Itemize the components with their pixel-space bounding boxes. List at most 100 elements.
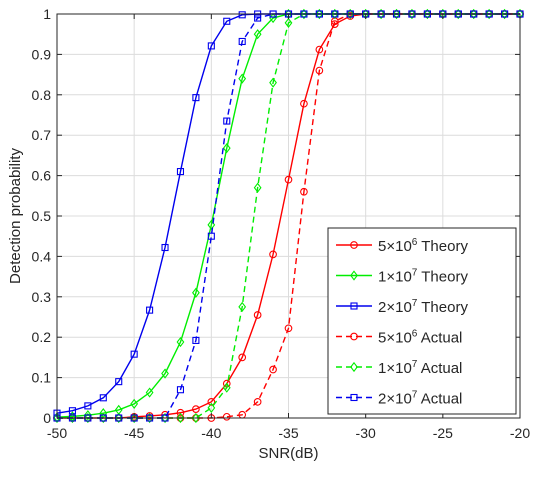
x-tick-label: -40 xyxy=(201,425,221,441)
series-line xyxy=(57,13,520,419)
data-point xyxy=(207,232,215,240)
data-point xyxy=(130,412,139,424)
data-point xyxy=(84,402,92,410)
data-point xyxy=(269,77,277,88)
data-point xyxy=(207,397,216,406)
data-point xyxy=(284,324,293,333)
data-point xyxy=(238,37,246,46)
data-point xyxy=(192,412,200,424)
data-point xyxy=(145,387,154,398)
data-point xyxy=(192,94,200,102)
data-point xyxy=(238,11,246,19)
data-point xyxy=(99,412,108,424)
legend-entry: 1×107 Actual xyxy=(336,359,462,377)
legend-entry: 5×106 Theory xyxy=(336,237,468,255)
y-tick-labels: 0 0.1 0.2 0.3 0.4 0.5 0.6 0.7 0.8 0.9 1 xyxy=(32,6,52,426)
data-point xyxy=(300,187,308,196)
data-point xyxy=(315,66,324,75)
legend-label: 5×106 Theory xyxy=(378,237,468,255)
data-point xyxy=(392,8,401,20)
legend-label: 1×107 Actual xyxy=(378,359,462,377)
data-point xyxy=(161,368,169,379)
data-point xyxy=(223,17,231,25)
axis-ticks xyxy=(56,13,521,419)
data-point xyxy=(253,182,262,193)
data-point xyxy=(284,175,293,184)
data-point xyxy=(222,382,231,393)
data-point xyxy=(99,408,108,419)
data-point xyxy=(207,402,216,414)
legend-swatch-marker xyxy=(350,393,358,402)
data-point xyxy=(253,311,262,319)
data-point xyxy=(485,8,494,20)
legend-swatch-marker xyxy=(350,302,358,310)
data-point xyxy=(284,17,293,28)
data-point xyxy=(130,398,139,409)
legend-label: 2×107 Actual xyxy=(378,390,462,408)
data-point xyxy=(222,412,231,421)
y-tick-label: 0.4 xyxy=(32,248,52,264)
y-tick-label: 0 xyxy=(43,410,51,426)
y-tick-label: 0.6 xyxy=(32,168,52,184)
data-point xyxy=(53,412,61,424)
data-point xyxy=(114,412,123,424)
legend-swatch-marker xyxy=(350,332,358,341)
legend-swatch-marker xyxy=(350,270,358,281)
data-point xyxy=(469,8,478,20)
data-point xyxy=(253,397,262,406)
y-tick-label: 0.9 xyxy=(32,46,52,62)
data-point xyxy=(176,412,185,424)
data-point xyxy=(176,386,185,394)
data-point xyxy=(115,378,123,386)
data-point xyxy=(83,410,92,421)
data-point xyxy=(269,365,277,374)
y-tick-label: 0.1 xyxy=(32,370,52,386)
x-tick-label: -25 xyxy=(433,425,453,441)
x-tick-label: -30 xyxy=(356,425,376,441)
data-point xyxy=(207,42,215,50)
y-tick-label: 0.3 xyxy=(32,289,52,305)
data-point xyxy=(408,8,416,20)
data-point xyxy=(315,45,324,54)
legend-label: 1×107 Theory xyxy=(378,268,468,286)
data-point xyxy=(68,412,77,424)
data-point xyxy=(500,8,509,20)
y-tick-label: 0.7 xyxy=(32,127,52,143)
data-point xyxy=(346,8,355,20)
data-point xyxy=(192,336,200,344)
y-axis-label: Detection probability xyxy=(7,148,24,284)
data-point xyxy=(269,250,277,259)
data-point xyxy=(130,350,138,358)
data-point xyxy=(99,394,107,402)
data-point xyxy=(330,8,339,20)
legend: 5×106 Theory 1×107 Theory 2×107 Theory 5×10… xyxy=(327,227,517,415)
data-point xyxy=(238,73,247,84)
data-point xyxy=(176,168,185,176)
legend-swatch-marker xyxy=(350,241,358,249)
legend-box xyxy=(327,227,517,415)
legend-swatch-marker xyxy=(350,361,358,373)
data-point xyxy=(300,99,308,108)
x-tick-label: -50 xyxy=(47,425,67,441)
x-axis-label: SNR(dB) xyxy=(258,445,318,462)
data-point xyxy=(161,412,169,424)
data-point xyxy=(238,353,247,362)
legend-entry: 2×107 Actual xyxy=(336,390,462,408)
y-tick-label: 0.8 xyxy=(32,87,52,103)
x-tick-label: -20 xyxy=(510,425,530,441)
y-tick-label: 0.5 xyxy=(32,208,52,224)
data-point xyxy=(192,287,200,298)
legend-entry: 2×107 Theory xyxy=(336,298,468,316)
data-point xyxy=(300,8,308,20)
x-tick-label: -35 xyxy=(278,425,298,441)
data-point xyxy=(238,301,247,313)
data-point xyxy=(454,8,463,20)
data-point xyxy=(192,405,200,413)
y-tick-label: 1 xyxy=(43,6,51,22)
data-point xyxy=(176,336,185,348)
x-tick-label: -45 xyxy=(124,425,144,441)
data-point xyxy=(176,408,185,417)
legend-entry: 1×107 Theory xyxy=(336,268,468,286)
data-point xyxy=(253,29,262,40)
